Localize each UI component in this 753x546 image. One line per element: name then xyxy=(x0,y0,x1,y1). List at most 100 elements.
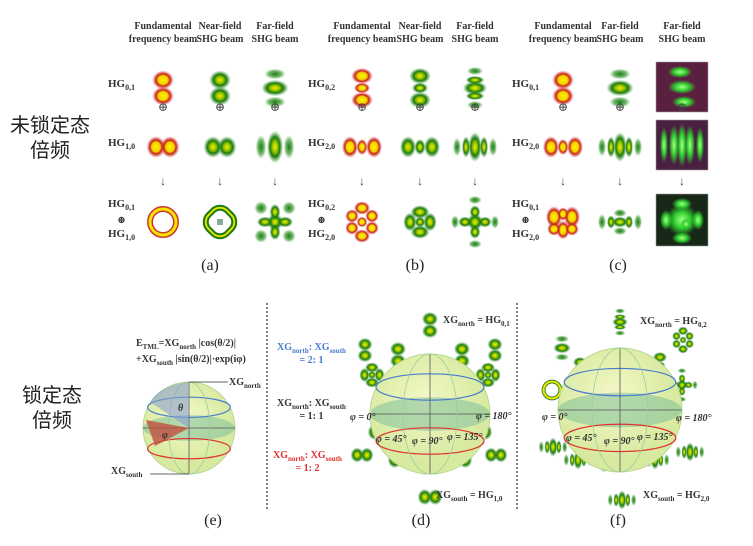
beam-lobe xyxy=(613,324,627,330)
plus-symbol: ⊕ xyxy=(676,100,688,114)
beam-lobe xyxy=(414,138,426,156)
beam-lobe xyxy=(410,225,430,239)
beam-lobe xyxy=(672,331,681,341)
mode-label: HG2,0 xyxy=(308,137,336,151)
beam-lobe xyxy=(483,370,493,380)
f-phi-135: φ = 135° xyxy=(637,432,673,443)
beam-lobe xyxy=(453,341,471,357)
beam-lobe xyxy=(625,492,631,508)
phi-wedge xyxy=(146,420,189,446)
beam-lobe xyxy=(488,137,498,157)
meridian xyxy=(591,347,649,473)
beam-lobe xyxy=(557,138,569,156)
beam-lobe xyxy=(399,136,417,158)
beam-lobe xyxy=(487,337,503,352)
beam-lobe xyxy=(480,377,496,388)
beam-b-r0-c2 xyxy=(462,66,488,110)
camera-spot xyxy=(677,123,687,167)
camera-spot xyxy=(696,127,704,163)
beam-lobe xyxy=(484,447,498,463)
beam-lobe xyxy=(693,444,699,460)
beam-lobe xyxy=(264,96,286,108)
beam-lobe xyxy=(254,229,268,243)
beam-center xyxy=(160,219,166,225)
beam-lobe xyxy=(679,336,687,344)
meridian xyxy=(402,353,458,475)
beam-lobe xyxy=(552,86,574,106)
beam-lobe xyxy=(353,229,371,243)
ratio-1-1: XGnorth: XGsouth = 1: 1 xyxy=(277,398,346,422)
f-south-label: XGsouth = HG2,0 xyxy=(643,490,710,503)
beam-lobe xyxy=(562,440,568,454)
beam-lobe xyxy=(479,136,489,158)
beam-lobe xyxy=(365,221,379,235)
beam-lobe xyxy=(684,381,693,389)
beam-a-r2-c0 xyxy=(147,206,179,238)
camera-spot xyxy=(660,127,668,163)
beam-lobe xyxy=(350,447,364,463)
beam-lobe xyxy=(360,447,374,463)
locked-label: 锁定态 倍频 xyxy=(22,383,82,433)
unlocked-label-line2: 倍频 xyxy=(30,138,70,162)
header-line1: Far-field xyxy=(601,21,639,32)
beam-lobe xyxy=(606,79,634,97)
beam-lobe xyxy=(256,216,274,228)
beam-lobe xyxy=(417,488,432,506)
camera-spot xyxy=(680,218,692,230)
f-north-label: XGnorth = HG0,2 xyxy=(640,316,707,329)
camera-spot xyxy=(672,232,692,244)
beam-lobe xyxy=(152,86,174,106)
beam-lobe xyxy=(146,136,166,158)
d-mode-13 xyxy=(357,337,373,363)
beam-lobe xyxy=(613,226,627,236)
arrow-symbol: ↓ xyxy=(560,174,566,188)
unlocked-label: 未锁定态 倍频 xyxy=(10,113,90,163)
plus-symbol: ⊕ xyxy=(614,100,626,114)
beam-lobe xyxy=(341,136,359,158)
beam-lobe xyxy=(480,362,496,373)
beam-b-r2-c1 xyxy=(403,205,437,239)
beam-lobe xyxy=(351,67,373,85)
beam-lobe xyxy=(597,137,607,157)
d-phi-45: φ = 45° xyxy=(376,434,407,445)
beam-center xyxy=(217,219,223,225)
phi-label: φ xyxy=(162,430,168,441)
caption-e: (e) xyxy=(204,512,222,529)
header-line2: SHG beam xyxy=(596,34,644,45)
beam-ring-core xyxy=(148,207,178,237)
beam-lobe xyxy=(699,445,705,459)
beam-lobe xyxy=(613,208,627,218)
beam-b-r1-c2 xyxy=(452,132,498,162)
camera-spot xyxy=(672,198,692,210)
plus-symbol: ⊕ xyxy=(356,100,368,114)
beam-lobe xyxy=(461,136,471,158)
beam-lobe xyxy=(255,134,267,160)
column-header: Fundamental frequency beam xyxy=(129,20,197,46)
beam-lobe xyxy=(633,213,643,231)
beam-lobe xyxy=(364,362,380,373)
beam-lobe xyxy=(367,370,377,380)
beam-lobe xyxy=(266,213,284,231)
header-line2: SHG beam xyxy=(658,34,706,45)
beam-lobe xyxy=(283,134,295,160)
beam-lobe xyxy=(152,70,174,90)
beam-lobe xyxy=(685,331,694,341)
beam-lobe xyxy=(617,490,627,510)
plus-symbol: ⊕ xyxy=(214,100,226,114)
beam-lobe xyxy=(547,222,561,236)
column-header: Near-field SHG beam xyxy=(197,20,244,46)
beam-lobe xyxy=(421,311,439,327)
beam-lobe xyxy=(614,330,626,336)
d-phi-180: φ = 180° xyxy=(476,411,512,422)
f-phi-45: φ = 45° xyxy=(566,433,597,444)
beam-lobe xyxy=(611,216,629,228)
beam-lobe xyxy=(681,444,687,460)
beam-lobe xyxy=(254,201,268,215)
f-mode-0 xyxy=(612,308,628,336)
beam-lobe xyxy=(613,132,627,162)
beam-lobe xyxy=(677,344,689,354)
beam-lobe xyxy=(563,453,569,467)
mode-label: HG0,1 xyxy=(512,78,540,92)
beam-lobe xyxy=(469,205,481,219)
beam-lobe xyxy=(624,215,634,229)
